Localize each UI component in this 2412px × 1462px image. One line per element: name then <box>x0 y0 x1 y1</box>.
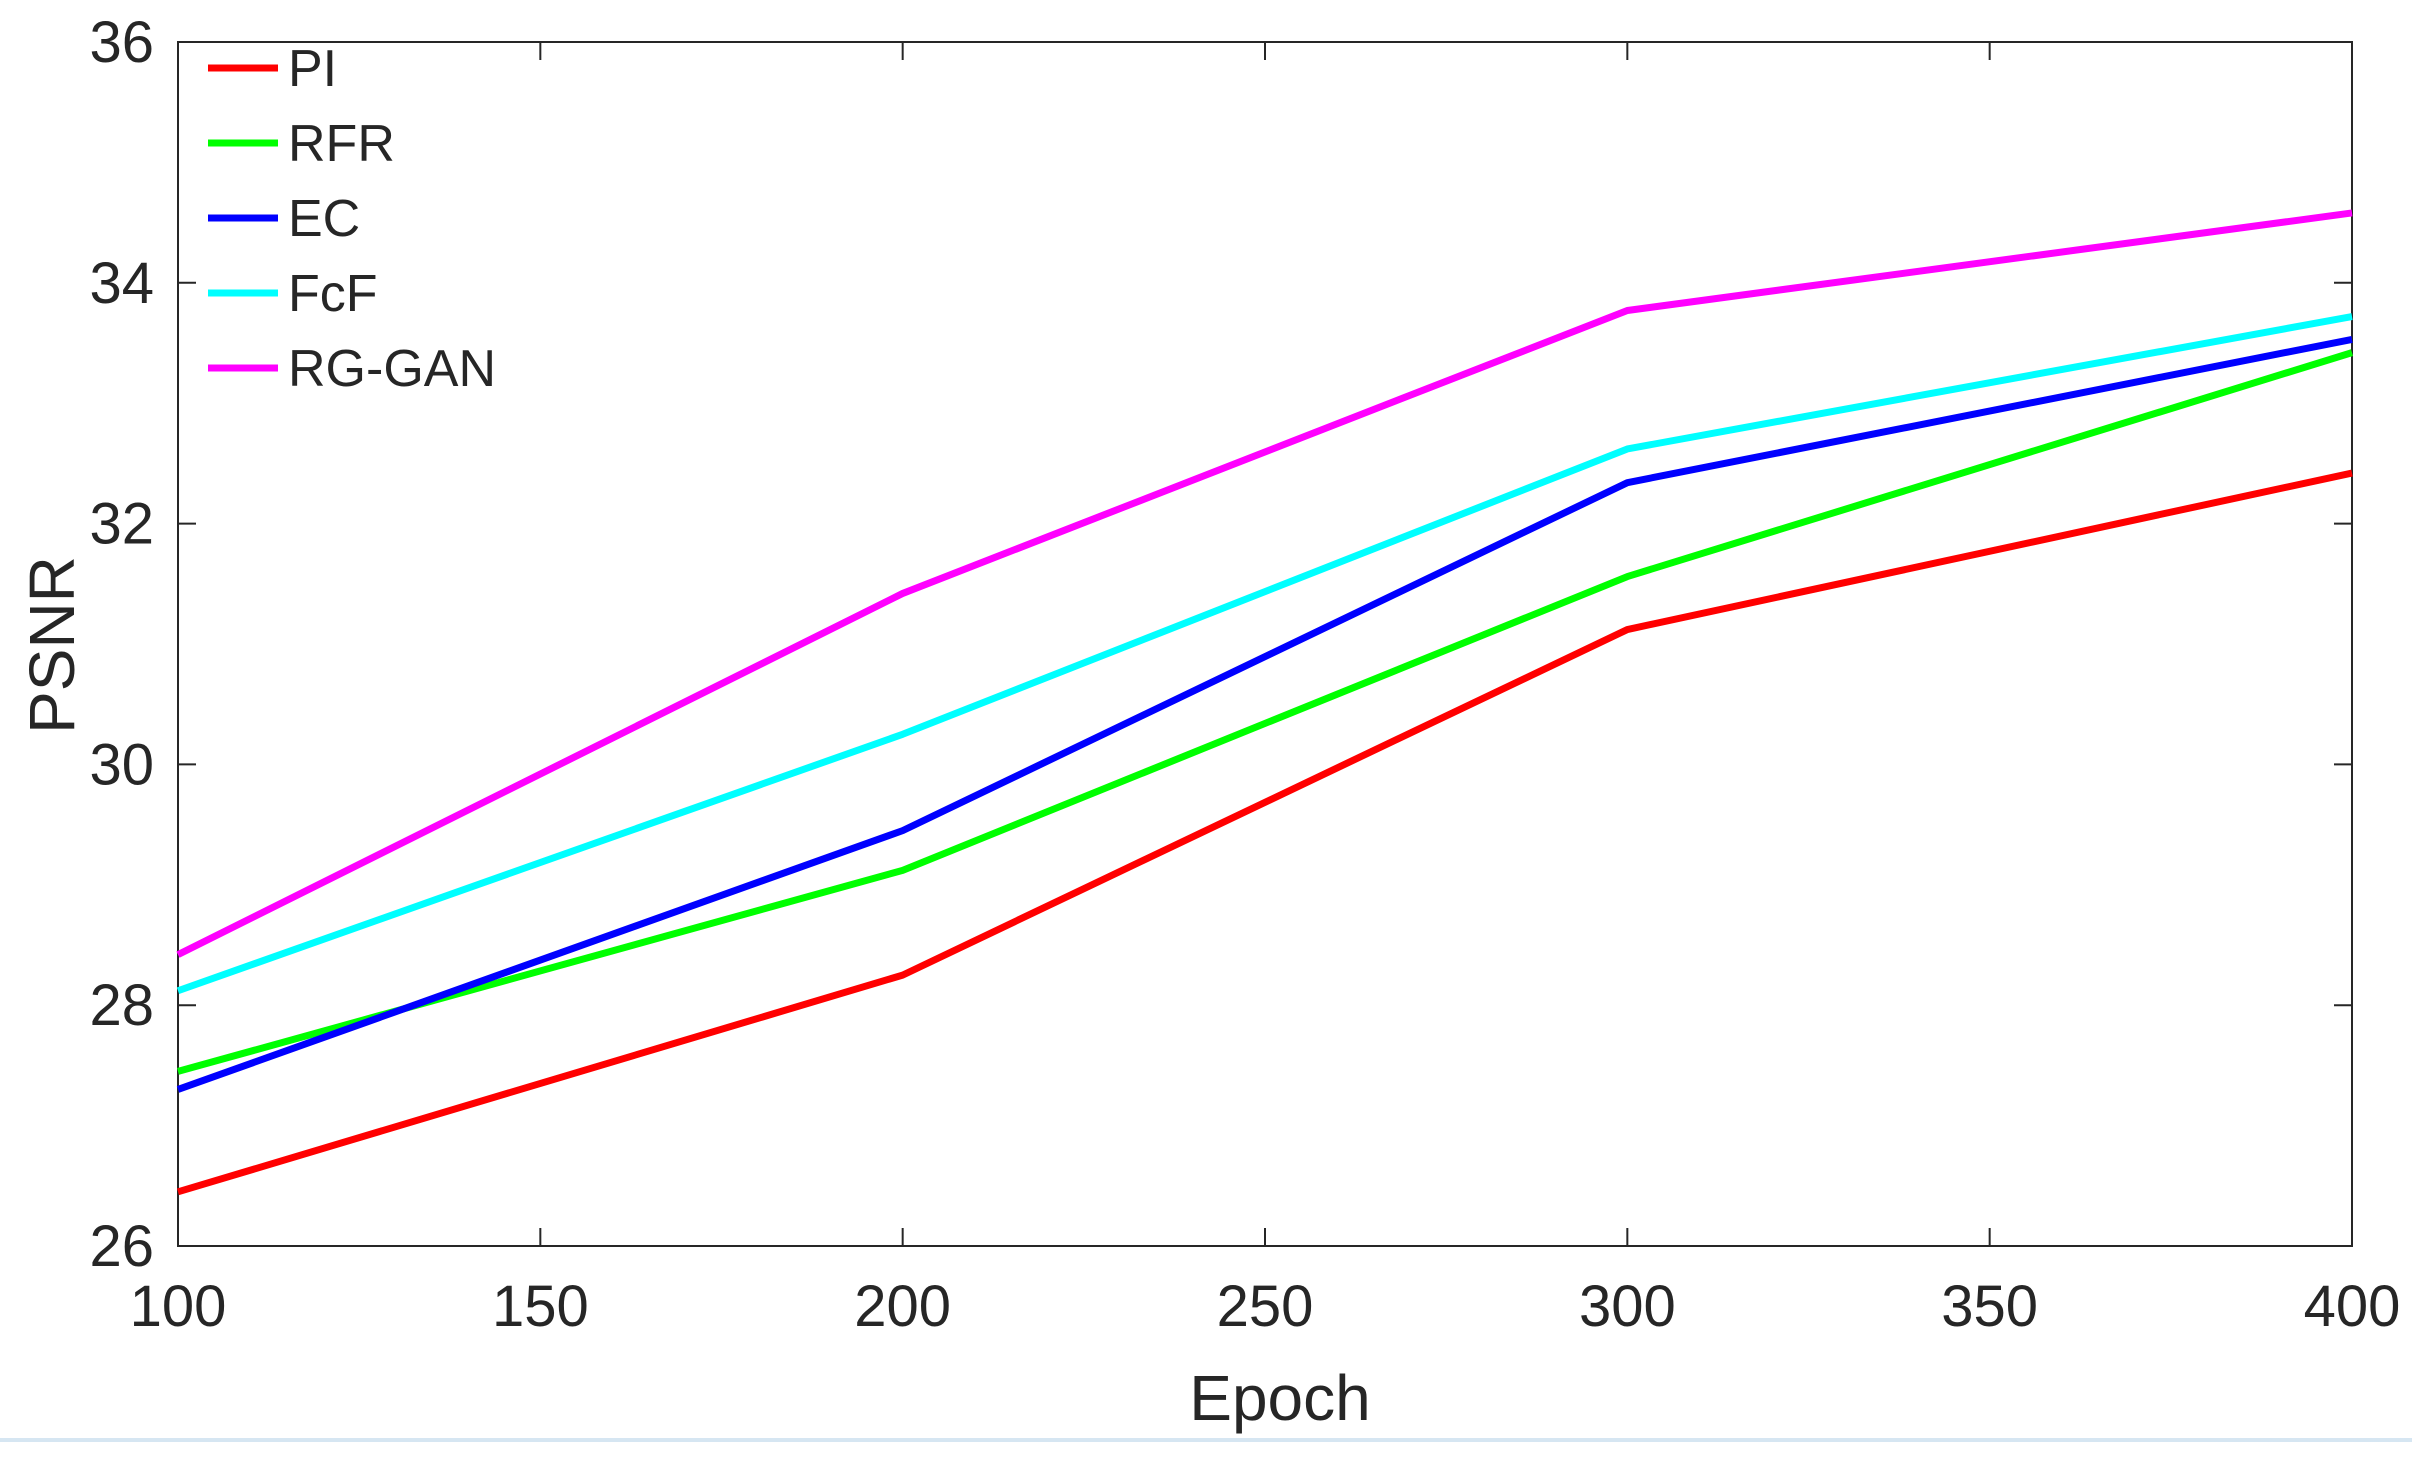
x-tick-label: 150 <box>492 1274 589 1339</box>
y-tick-label: 32 <box>89 492 154 557</box>
x-tick-label: 400 <box>2304 1274 2401 1339</box>
plot-frame <box>177 41 2353 1247</box>
axes: 100 150 200 250 300 350 400 26 28 30 32 34 36 <box>89 10 2400 1339</box>
legend: PI RFR EC FcF RG-GAN <box>208 40 496 398</box>
legend-label-ec: EC <box>288 190 360 248</box>
y-tick-label: 30 <box>89 732 154 797</box>
series-line-fcf <box>176 313 2353 995</box>
y-axis-label: PSNR <box>16 556 88 734</box>
x-tick-label: 300 <box>1579 1274 1676 1339</box>
x-tick-label: 100 <box>130 1274 227 1339</box>
legend-label-fcf: FcF <box>288 265 378 323</box>
x-axis-label: Epoch <box>1189 1362 1370 1434</box>
y-tick-label: 26 <box>89 1214 154 1279</box>
legend-label-rg-gan: RG-GAN <box>288 340 496 398</box>
y-tick-label: 36 <box>89 10 154 75</box>
series-lines <box>176 209 2354 1196</box>
x-tick-label: 250 <box>1217 1274 1314 1339</box>
series-line-rg-gan <box>176 209 2353 958</box>
y-tick-label: 28 <box>89 973 154 1038</box>
legend-label-pi: PI <box>288 40 337 98</box>
series-line-pi <box>176 469 2353 1196</box>
series-line-ec <box>176 335 2353 1093</box>
x-tick-label: 200 <box>854 1274 951 1339</box>
bottom-divider <box>0 1438 2412 1442</box>
x-tick-label: 350 <box>1941 1274 2038 1339</box>
series-line-rfr <box>177 349 2354 1075</box>
legend-label-rfr: RFR <box>288 115 395 173</box>
y-tick-label: 34 <box>89 251 154 316</box>
